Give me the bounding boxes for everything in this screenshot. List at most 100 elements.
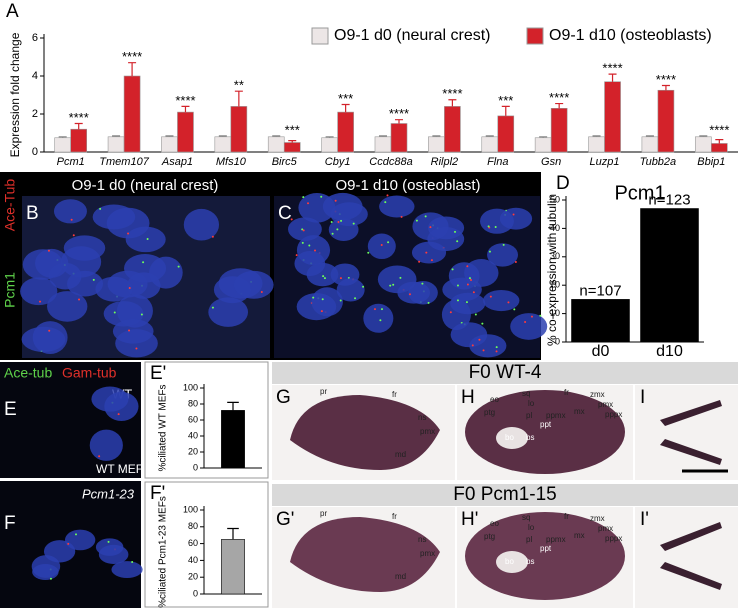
- x-tick-label: Gsn: [541, 156, 561, 168]
- punctum: [524, 320, 527, 323]
- punctum: [456, 240, 459, 243]
- punctum: [140, 313, 143, 316]
- punctum: [512, 213, 515, 216]
- skull-label: ns: [418, 413, 426, 422]
- nucleus: [450, 292, 486, 315]
- punctum: [392, 283, 395, 286]
- punctum: [495, 350, 498, 353]
- punctum: [367, 251, 370, 254]
- punctum: [131, 560, 134, 563]
- y-tick-label: 40: [550, 223, 560, 233]
- x-tick-label: Birc5: [272, 156, 298, 168]
- punctum: [389, 284, 392, 287]
- punctum: [427, 301, 430, 304]
- bar: [123, 75, 141, 153]
- nucleus: [233, 270, 274, 299]
- nucleus: [377, 265, 417, 294]
- skull-label: mx: [574, 407, 585, 416]
- nucleus: [112, 319, 154, 344]
- legend-swatch: [526, 27, 544, 45]
- x-tick-label: Ccdc88a: [369, 156, 412, 168]
- nucleus: [296, 235, 331, 266]
- mandible: [660, 522, 722, 590]
- punctum: [301, 241, 304, 244]
- error-bar: [227, 527, 239, 540]
- x-tick-label: Mfs10: [216, 156, 247, 168]
- spacer: [130, 28, 142, 40]
- group-header: F0 Pcm1-15: [453, 484, 556, 505]
- error-bar: [432, 135, 441, 137]
- panel-label: I: [640, 387, 645, 408]
- bar: [107, 136, 125, 153]
- nucleus: [43, 540, 76, 563]
- skull-label: pl: [526, 535, 532, 544]
- skull-label: mx: [574, 531, 585, 540]
- punctum: [49, 577, 52, 580]
- nucleus: [104, 391, 139, 421]
- skull-label: pppx: [605, 534, 622, 543]
- punctum: [47, 249, 50, 252]
- error-bar: [608, 73, 617, 82]
- nucleus: [363, 303, 394, 333]
- bar: [214, 136, 232, 153]
- nucleus: [63, 235, 106, 261]
- punctum: [78, 298, 81, 301]
- nucleus: [32, 563, 59, 580]
- bar: [221, 410, 245, 469]
- punctum: [399, 276, 402, 279]
- punctum: [331, 232, 334, 235]
- y-tick-label: 80: [188, 521, 198, 531]
- punctum: [113, 311, 116, 314]
- skull-ventral: [465, 512, 625, 600]
- skull-label: lo: [528, 399, 535, 408]
- bar: [177, 111, 194, 153]
- nucleus: [479, 208, 514, 234]
- foramen: [496, 427, 528, 449]
- skull-label: zmx: [590, 514, 605, 523]
- annotation: n=123: [648, 191, 690, 208]
- punctum: [334, 199, 337, 202]
- panel-label: D: [556, 173, 570, 194]
- punctum: [481, 322, 484, 325]
- error-bar: [485, 135, 494, 137]
- error-bar: [699, 135, 708, 137]
- annotation: n=107: [579, 282, 621, 299]
- bar: [534, 137, 552, 153]
- punctum: [211, 235, 214, 238]
- punctum: [323, 277, 326, 280]
- y-tick-label: 60: [188, 538, 198, 548]
- foramen: [496, 551, 528, 573]
- nucleus: [306, 262, 339, 287]
- panel-label: C: [278, 203, 292, 224]
- nucleus: [95, 538, 124, 556]
- x-tick-label: Bbip1: [697, 156, 725, 168]
- punctum: [340, 219, 343, 222]
- bar: [70, 128, 88, 153]
- nucleus: [116, 294, 153, 328]
- skull-label: pmx: [598, 400, 613, 409]
- skull-label: sq: [522, 513, 530, 522]
- punctum: [336, 228, 339, 231]
- panel-label: H': [461, 509, 478, 530]
- skull-label: pmx: [598, 524, 613, 533]
- error-bar: [539, 136, 548, 138]
- bar: [640, 208, 699, 343]
- legend-label: O9-1 d0 (neural crest): [334, 27, 491, 44]
- nucleus: [47, 291, 88, 322]
- mandible: [660, 400, 722, 465]
- skull-label: sq: [522, 389, 530, 398]
- punctum: [302, 196, 305, 199]
- punctum: [387, 241, 390, 244]
- punctum: [379, 319, 382, 322]
- punctum: [400, 215, 403, 218]
- skull-label: md: [395, 450, 406, 459]
- punctum: [418, 260, 421, 263]
- punctum: [425, 251, 428, 254]
- x-tick-label: Asap1: [161, 156, 193, 168]
- nucleus: [35, 248, 69, 278]
- punctum: [39, 300, 42, 303]
- error-bar: [325, 136, 334, 138]
- legend-label: O9-1 d10 (osteoblasts): [549, 27, 712, 44]
- skull-label: pl: [526, 411, 532, 420]
- nucleus: [411, 241, 447, 264]
